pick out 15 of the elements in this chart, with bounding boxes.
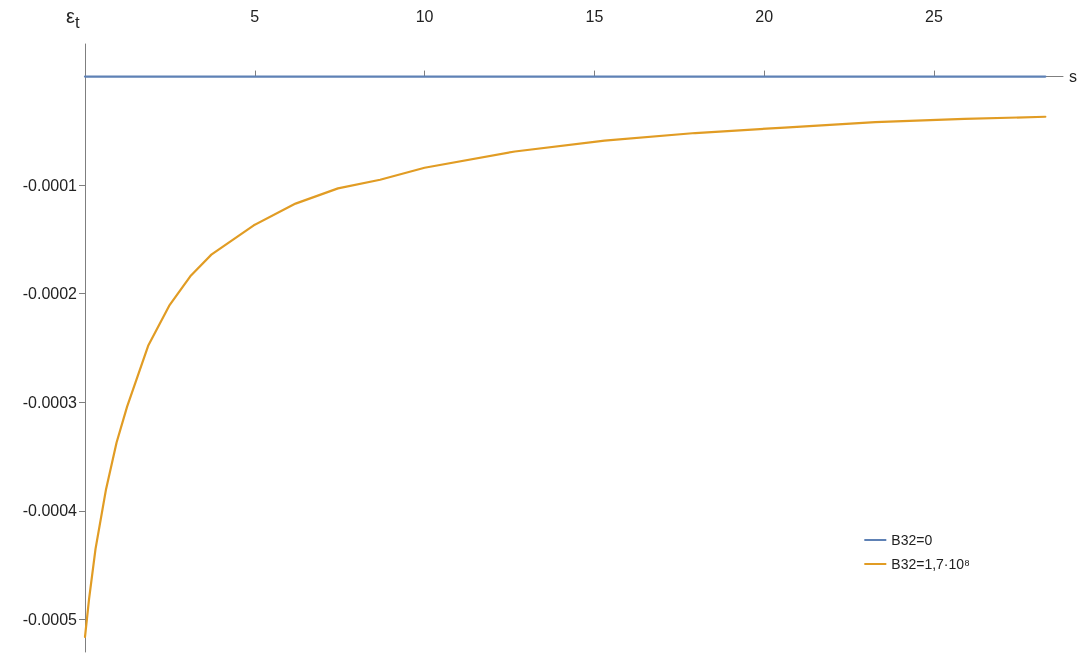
x-tick-label: 5 xyxy=(250,7,260,25)
x-axis-title: s xyxy=(1069,68,1077,86)
legend-label: B32=1,7·10⁸ xyxy=(891,556,971,572)
y-tick-label: -0.0003 xyxy=(22,393,78,411)
x-tick-label: 20 xyxy=(755,7,774,25)
y-tick-label: -0.0004 xyxy=(22,502,78,520)
x-tick-label: 15 xyxy=(585,7,604,25)
x-tick-label: 10 xyxy=(415,7,434,25)
x-tick-label: 25 xyxy=(925,7,943,25)
y-tick-label: -0.0002 xyxy=(22,285,78,303)
line-series xyxy=(83,115,1047,638)
y-tick-label: -0.0001 xyxy=(22,176,78,194)
y-tick-label: -0.0005 xyxy=(22,610,78,628)
legend-label: B32=0 xyxy=(891,532,933,548)
y-axis-title: ε$_{t}$ xyxy=(66,5,80,32)
